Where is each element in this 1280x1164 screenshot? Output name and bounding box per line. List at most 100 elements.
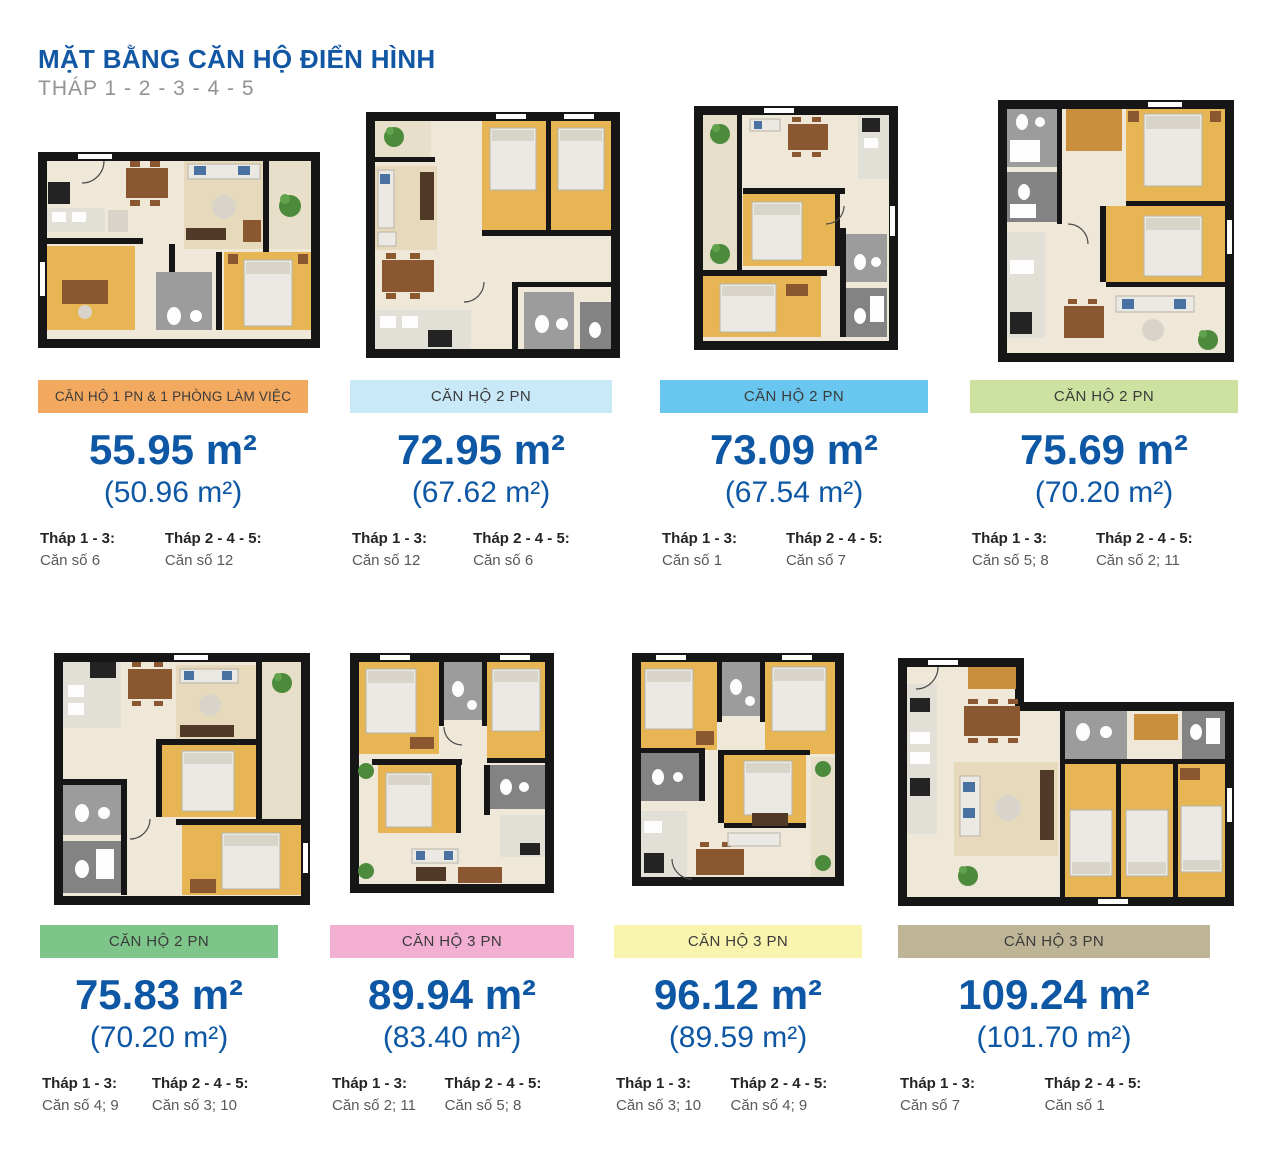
tower-b-col: Tháp 2 - 4 - 5: Căn số 5; 8: [445, 1075, 542, 1114]
tower-b-units: Căn số 7: [785, 552, 846, 569]
tower-a-col: Tháp 1 - 3: Căn số 6: [40, 530, 115, 569]
net-area: (70.20 m²): [89, 1021, 229, 1054]
unit-card-3: CĂN HỘ 2 PN 73.09 m² (67.54 m²) Tháp 1 -…: [660, 100, 928, 600]
floor-plan-8-svg: [898, 658, 1234, 906]
tower-units-info: Tháp 1 - 3: Căn số 3; 10 Tháp 2 - 4 - 5:…: [614, 1075, 862, 1135]
unit-card-7: CĂN HỘ 3 PN 96.12 m² (89.59 m²) Tháp 1 -…: [614, 645, 862, 1145]
tower-b-label: Tháp 2 - 4 - 5:: [444, 1075, 542, 1092]
unit-type-banner: CĂN HỘ 1 PN & 1 PHÒNG LÀM VIỆC: [38, 380, 308, 413]
unit-type-banner: CĂN HỘ 2 PN: [40, 925, 278, 958]
page-title: MẶT BẰNG CĂN HỘ ĐIỂN HÌNH: [38, 44, 436, 74]
tower-units-info: Tháp 1 - 3: Căn số 4; 9 Tháp 2 - 4 - 5: …: [40, 1075, 278, 1135]
tower-b-label: Tháp 2 - 4 - 5:: [1095, 530, 1193, 547]
tower-a-label: Tháp 1 - 3:: [662, 530, 738, 547]
floor-plan-5-image: [54, 653, 310, 905]
tower-b-units: Căn số 12: [164, 552, 234, 569]
floor-plan-5-svg: [54, 653, 310, 905]
unit-card-4: CĂN HỘ 2 PN 75.69 m² (70.20 m²) Tháp 1 -…: [970, 100, 1238, 600]
tower-b-units: Căn số 3; 10: [151, 1097, 237, 1114]
tower-a-units: Căn số 7: [900, 1097, 961, 1114]
floor-plan-1-image: [38, 152, 320, 348]
tower-b-col: Tháp 2 - 4 - 5: Căn số 12: [165, 530, 262, 569]
tower-b-col: Tháp 2 - 4 - 5: Căn số 1: [1045, 1075, 1142, 1114]
tower-b-col: Tháp 2 - 4 - 5: Căn số 7: [786, 530, 883, 569]
gross-area: 55.95 m²: [88, 426, 258, 473]
tower-b-col: Tháp 2 - 4 - 5: Căn số 4; 9: [731, 1075, 828, 1114]
unit-type-banner: CĂN HỘ 2 PN: [970, 380, 1238, 413]
tower-a-label: Tháp 1 - 3:: [900, 1075, 976, 1092]
tower-units-info: Tháp 1 - 3: Căn số 12 Tháp 2 - 4 - 5: Că…: [350, 530, 612, 590]
net-area: (101.70 m²): [976, 1021, 1132, 1054]
tower-a-units: Căn số 6: [40, 552, 101, 569]
unit-type-banner: CĂN HỘ 3 PN: [614, 925, 862, 958]
net-area: (67.62 m²): [411, 476, 551, 509]
net-area: (83.40 m²): [382, 1021, 522, 1054]
tower-a-units: Căn số 4; 9: [42, 1097, 119, 1114]
gross-area: 109.24 m²: [958, 971, 1150, 1018]
tower-a-units: Căn số 12: [352, 552, 421, 569]
floor-plan-3-image: [694, 106, 898, 350]
gross-area: 72.95 m²: [396, 426, 566, 473]
floor-plan-8-image: [898, 658, 1234, 906]
gross-area: 96.12 m²: [653, 971, 823, 1018]
tower-a-label: Tháp 1 - 3:: [40, 530, 116, 547]
unit-type-banner: CĂN HỘ 2 PN: [660, 380, 928, 413]
tower-b-label: Tháp 2 - 4 - 5:: [473, 530, 570, 547]
tower-a-units: Căn số 3; 10: [616, 1097, 702, 1114]
tower-b-units: Căn số 2; 11: [1095, 552, 1180, 569]
unit-card-2: CĂN HỘ 2 PN 72.95 m² (67.62 m²) Tháp 1 -…: [350, 100, 620, 600]
unit-card-5: CĂN HỘ 2 PN 75.83 m² (70.20 m²) Tháp 1 -…: [40, 645, 310, 1145]
unit-type-banner: CĂN HỘ 2 PN: [350, 380, 612, 413]
tower-a-col: Tháp 1 - 3: Căn số 4; 9: [42, 1075, 119, 1114]
unit-type-label: CĂN HỘ 3 PN: [687, 933, 789, 950]
net-area: (67.54 m²): [724, 476, 864, 509]
tower-b-units: Căn số 1: [1044, 1097, 1105, 1114]
unit-type-label: CĂN HỘ 1 PN & 1 PHÒNG LÀM VIỆC: [54, 389, 292, 404]
tower-a-label: Tháp 1 - 3:: [352, 530, 428, 547]
tower-a-col: Tháp 1 - 3: Căn số 7: [900, 1075, 975, 1114]
tower-a-units: Căn số 5; 8: [972, 552, 1049, 569]
gross-area: 75.69 m²: [1019, 426, 1189, 473]
unit-type-label: CĂN HỘ 2 PN: [743, 388, 845, 405]
floor-plan-6-image: [350, 653, 554, 893]
tower-b-label: Tháp 2 - 4 - 5:: [164, 530, 262, 547]
floor-plan-4-image: [998, 100, 1234, 362]
tower-b-units: Căn số 4; 9: [730, 1097, 808, 1114]
unit-type-label: CĂN HỘ 2 PN: [1053, 388, 1155, 405]
gross-area: 89.94 m²: [367, 971, 537, 1018]
tower-b-col: Tháp 2 - 4 - 5: Căn số 2; 11: [1096, 530, 1193, 569]
page-subtitle: THÁP 1 - 2 - 3 - 4 - 5: [38, 77, 255, 100]
tower-a-units: Căn số 1: [662, 552, 723, 569]
tower-b-units: Căn số 6: [473, 552, 534, 569]
unit-card-6: CĂN HỘ 3 PN 89.94 m² (83.40 m²) Tháp 1 -…: [330, 645, 574, 1145]
tower-a-col: Tháp 1 - 3: Căn số 3; 10: [616, 1075, 701, 1114]
tower-a-label: Tháp 1 - 3:: [42, 1075, 118, 1092]
tower-b-label: Tháp 2 - 4 - 5:: [785, 530, 883, 547]
unit-card-1: CĂN HỘ 1 PN & 1 PHÒNG LÀM VIỆC 55.95 m² …: [38, 100, 320, 600]
tower-a-label: Tháp 1 - 3:: [616, 1075, 692, 1092]
tower-b-label: Tháp 2 - 4 - 5:: [730, 1075, 828, 1092]
gross-area: 75.83 m²: [74, 971, 244, 1018]
tower-b-label: Tháp 2 - 4 - 5:: [1044, 1075, 1142, 1092]
floor-plan-3-svg: [694, 106, 898, 350]
tower-units-info: Tháp 1 - 3: Căn số 2; 11 Tháp 2 - 4 - 5:…: [330, 1075, 574, 1135]
unit-type-label: CĂN HỘ 2 PN: [108, 933, 210, 950]
tower-b-col: Tháp 2 - 4 - 5: Căn số 6: [473, 530, 570, 569]
floor-plan-7-image: [632, 653, 844, 886]
net-area: (89.59 m²): [668, 1021, 808, 1054]
tower-a-col: Tháp 1 - 3: Căn số 12: [352, 530, 427, 569]
tower-a-col: Tháp 1 - 3: Căn số 1: [662, 530, 737, 569]
net-area: (70.20 m²): [1034, 476, 1174, 509]
tower-a-col: Tháp 1 - 3: Căn số 5; 8: [972, 530, 1049, 569]
tower-a-label: Tháp 1 - 3:: [972, 530, 1048, 547]
unit-type-banner: CĂN HỘ 3 PN: [898, 925, 1210, 958]
gross-area: 73.09 m²: [709, 426, 879, 473]
tower-units-info: Tháp 1 - 3: Căn số 5; 8 Tháp 2 - 4 - 5: …: [970, 530, 1238, 590]
net-area: (50.96 m²): [103, 476, 243, 509]
tower-a-col: Tháp 1 - 3: Căn số 2; 11: [332, 1075, 416, 1114]
floor-plan-2-image: [366, 112, 620, 358]
floor-plan-1-svg: [38, 152, 320, 348]
unit-card-8: CĂN HỘ 3 PN 109.24 m² (101.70 m²) Tháp 1…: [898, 645, 1234, 1145]
tower-units-info: Tháp 1 - 3: Căn số 6 Tháp 2 - 4 - 5: Căn…: [38, 530, 308, 590]
